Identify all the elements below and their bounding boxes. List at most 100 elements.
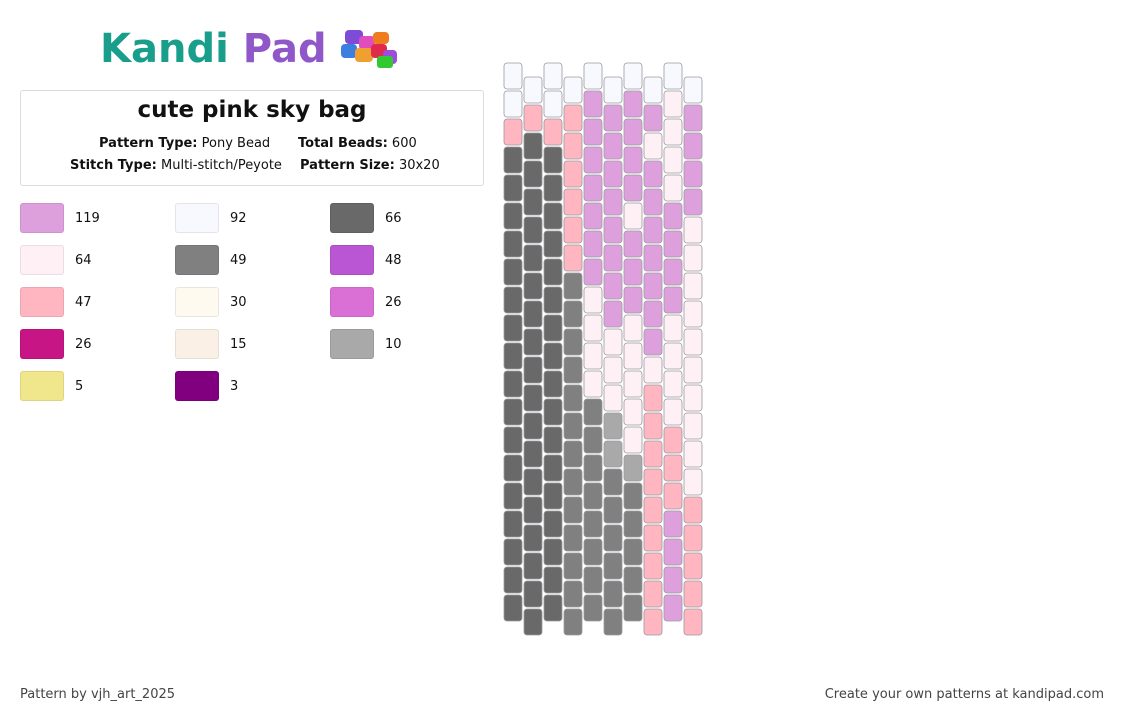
bead bbox=[683, 356, 703, 384]
bead bbox=[663, 202, 683, 230]
bead bbox=[563, 552, 583, 580]
legend-item: 3 bbox=[175, 370, 238, 402]
bead bbox=[663, 566, 683, 594]
bead bbox=[543, 62, 563, 90]
bead bbox=[543, 342, 563, 370]
bead bbox=[643, 104, 663, 132]
color-swatch bbox=[20, 371, 64, 401]
bead bbox=[663, 342, 683, 370]
bead bbox=[603, 328, 623, 356]
bead-pattern-grid bbox=[503, 62, 703, 636]
bead bbox=[683, 328, 703, 356]
bead bbox=[683, 104, 703, 132]
bead bbox=[603, 412, 623, 440]
bead bbox=[543, 174, 563, 202]
bead bbox=[523, 552, 543, 580]
legend-item: 49 bbox=[175, 244, 247, 276]
bead bbox=[523, 496, 543, 524]
bead bbox=[523, 300, 543, 328]
bead bbox=[603, 440, 623, 468]
bead bbox=[543, 146, 563, 174]
create-patterns-link[interactable]: Create your own patterns at kandipad.com bbox=[824, 687, 1104, 702]
bead bbox=[603, 104, 623, 132]
bead bbox=[623, 230, 643, 258]
bead bbox=[583, 146, 603, 174]
bead bbox=[683, 188, 703, 216]
bead bbox=[583, 370, 603, 398]
bead bbox=[623, 594, 643, 622]
bead bbox=[623, 510, 643, 538]
bead bbox=[643, 272, 663, 300]
legend-item: 92 bbox=[175, 202, 247, 234]
bead bbox=[523, 384, 543, 412]
bead bbox=[503, 566, 523, 594]
bead bbox=[583, 482, 603, 510]
bead bbox=[543, 510, 563, 538]
kandipad-logo[interactable]: Kandi Pad bbox=[100, 26, 411, 72]
bead bbox=[663, 286, 683, 314]
bead bbox=[603, 244, 623, 272]
bead bbox=[523, 244, 543, 272]
bead bbox=[563, 328, 583, 356]
bead bbox=[683, 300, 703, 328]
bead bbox=[523, 104, 543, 132]
bead bbox=[683, 216, 703, 244]
bead bbox=[643, 300, 663, 328]
bead bbox=[603, 608, 623, 636]
bead bbox=[523, 328, 543, 356]
bead bbox=[683, 76, 703, 104]
bead bbox=[563, 300, 583, 328]
bead bbox=[543, 370, 563, 398]
bead bbox=[583, 426, 603, 454]
bead bbox=[503, 482, 523, 510]
bead bbox=[563, 132, 583, 160]
bead bbox=[543, 230, 563, 258]
bead bbox=[563, 384, 583, 412]
bead bbox=[563, 580, 583, 608]
bead bbox=[583, 538, 603, 566]
bead bbox=[523, 272, 543, 300]
bead bbox=[663, 510, 683, 538]
bead bbox=[543, 538, 563, 566]
bead bbox=[523, 356, 543, 384]
legend-item: 5 bbox=[20, 370, 83, 402]
bead bbox=[503, 286, 523, 314]
bead bbox=[523, 132, 543, 160]
bead bbox=[663, 370, 683, 398]
bead bbox=[543, 482, 563, 510]
bead bbox=[583, 286, 603, 314]
bead bbox=[643, 76, 663, 104]
legend-item: 26 bbox=[330, 286, 402, 318]
bead bbox=[523, 468, 543, 496]
bead bbox=[543, 258, 563, 286]
bead bbox=[563, 188, 583, 216]
bead bbox=[543, 398, 563, 426]
bead bbox=[603, 468, 623, 496]
bead bbox=[623, 314, 643, 342]
bead bbox=[663, 174, 683, 202]
bead bbox=[683, 580, 703, 608]
logo-text: Kandi Pad bbox=[100, 26, 327, 72]
bead bbox=[663, 258, 683, 286]
bead bbox=[563, 272, 583, 300]
bead bbox=[523, 580, 543, 608]
bead bbox=[623, 538, 643, 566]
bead bbox=[583, 342, 603, 370]
bead bbox=[523, 524, 543, 552]
bead bbox=[663, 314, 683, 342]
bead bbox=[583, 510, 603, 538]
bead bbox=[683, 160, 703, 188]
bead bbox=[643, 356, 663, 384]
legend-item: 47 bbox=[20, 286, 92, 318]
bead bbox=[583, 174, 603, 202]
bead bbox=[503, 594, 523, 622]
bead bbox=[683, 608, 703, 636]
bead bbox=[643, 552, 663, 580]
bead bbox=[663, 90, 683, 118]
bead bbox=[503, 146, 523, 174]
bead bbox=[523, 412, 543, 440]
bead bbox=[523, 216, 543, 244]
bead bbox=[503, 538, 523, 566]
bead bbox=[683, 468, 703, 496]
bead bbox=[663, 62, 683, 90]
